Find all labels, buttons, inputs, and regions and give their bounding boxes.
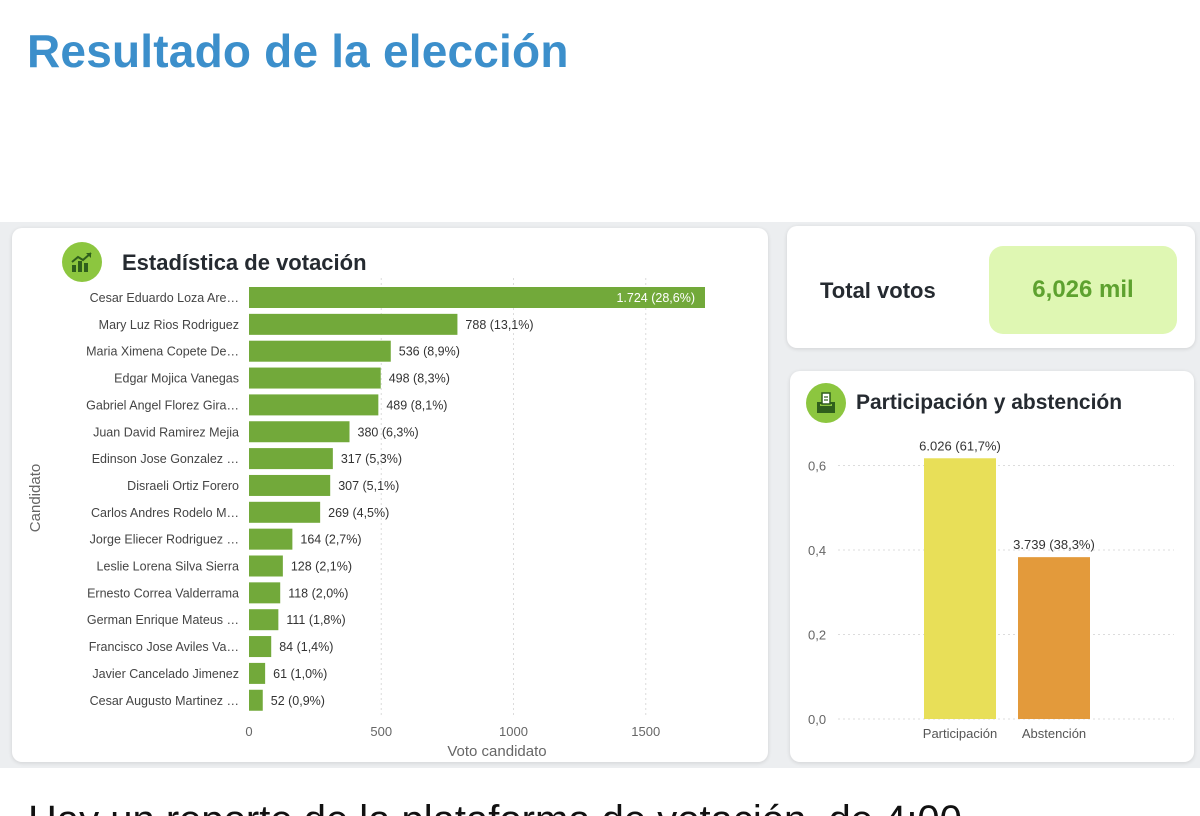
bar-data-label: 84 (1,4%)	[279, 640, 333, 654]
candidate-bar	[249, 555, 283, 577]
candidate-label: German Enrique Mateus …	[87, 613, 239, 627]
candidate-label: Mary Luz Rios Rodriguez	[99, 318, 239, 332]
candidate-label: Cesar Eduardo Loza Are…	[90, 291, 239, 305]
candidate-label: Francisco Jose Aviles Va…	[89, 640, 239, 654]
x-tick-label: 0	[245, 724, 252, 739]
total-votes-card: Total votos 6,026 mil	[787, 226, 1195, 348]
participation-bar	[924, 458, 996, 719]
bar-data-label: 307 (5,1%)	[338, 479, 399, 493]
candidate-label: Jorge Eliecer Rodriguez …	[90, 533, 239, 547]
category-label: Abstención	[1022, 726, 1086, 741]
candidate-label: Edinson Jose Gonzalez …	[92, 452, 239, 466]
candidate-label: Carlos Andres Rodelo M…	[91, 506, 239, 520]
bar-data-label: 111 (1,8%)	[286, 613, 345, 627]
category-label: Participación	[923, 726, 997, 741]
candidate-bar	[249, 689, 263, 711]
candidate-label: Maria Ximena Copete De…	[86, 345, 239, 359]
x-tick-label: 500	[370, 724, 392, 739]
dashboard: Estadística de votación Cesar Eduardo Lo…	[0, 222, 1200, 768]
candidate-bar	[249, 474, 331, 496]
vote-stats-card: Estadística de votación Cesar Eduardo Lo…	[12, 228, 768, 762]
participation-title: Participación y abstención	[856, 391, 1123, 414]
candidate-bar	[249, 662, 266, 684]
candidate-bar	[249, 609, 279, 631]
candidate-bar	[249, 448, 333, 470]
vote-stats-title: Estadística de votación	[122, 250, 367, 275]
page-title: Resultado de la elección	[27, 25, 569, 77]
candidate-bar	[249, 636, 272, 658]
y-axis-label: Candidato	[27, 464, 44, 532]
ballot-box-icon	[806, 383, 846, 423]
bar-data-label: 118 (2,0%)	[288, 586, 348, 600]
bar-data-label: 61 (1,0%)	[273, 667, 327, 681]
bar-data-label: 164 (2,7%)	[300, 533, 361, 547]
participation-card: Participación y abstención 0,0 0,2 0,4 0,6 6…	[790, 371, 1194, 762]
x-tick-label: 1500	[631, 724, 660, 739]
y-tick-label: 0,0	[808, 712, 826, 727]
bar-data-label: 489 (8,1%)	[386, 398, 447, 412]
chart-trend-icon	[62, 242, 102, 282]
candidate-label: Javier Cancelado Jimenez	[92, 667, 239, 681]
candidate-bar	[249, 287, 705, 308]
candidate-bar	[249, 340, 391, 362]
bottom-text: Hay un reporte de la plataforma de votac…	[28, 798, 962, 816]
candidate-bar	[249, 501, 321, 523]
abstention-bar	[1018, 557, 1090, 719]
bar-data-label: 128 (2,1%)	[291, 560, 352, 574]
bar-data-label: 269 (4,5%)	[328, 506, 389, 520]
bar-data-label: 6.026 (61,7%)	[919, 438, 1001, 453]
y-tick-label: 0,2	[808, 627, 826, 642]
x-tick-label: 1000	[499, 724, 528, 739]
candidate-label: Cesar Augusto Martinez …	[90, 694, 239, 708]
candidate-label: Gabriel Angel Florez Gira…	[86, 398, 239, 412]
candidate-bar	[249, 394, 379, 416]
candidate-bar	[249, 421, 350, 443]
bar-data-label: 52 (0,9%)	[271, 694, 325, 708]
candidate-bar-chart: Cesar Eduardo Loza Are… 1.724 (28,6%) Mary…	[27, 278, 705, 760]
participation-bar-chart: 0,0 0,2 0,4 0,6 6.026 (61,7%) Participación 3.…	[808, 438, 1174, 741]
candidate-label: Disraeli Ortiz Forero	[127, 479, 239, 493]
candidate-bar	[249, 528, 293, 550]
bar-data-label: 3.739 (38,3%)	[1013, 537, 1095, 552]
y-tick-label: 0,4	[808, 543, 826, 558]
candidate-label: Juan David Ramirez Mejia	[93, 425, 239, 439]
candidate-bar	[249, 313, 458, 335]
bar-data-label: 1.724 (28,6%)	[616, 291, 695, 305]
bar-data-label: 498 (8,3%)	[389, 372, 450, 386]
bar-data-label: 536 (8,9%)	[399, 345, 460, 359]
y-tick-label: 0,6	[808, 458, 826, 473]
total-votes-label: Total votos	[820, 278, 936, 303]
candidate-label: Ernesto Correa Valderrama	[87, 586, 239, 600]
bar-data-label: 380 (6,3%)	[358, 425, 419, 439]
bar-data-label: 317 (5,3%)	[341, 452, 402, 466]
total-votes-value: 6,026 mil	[989, 246, 1177, 334]
candidate-label: Edgar Mojica Vanegas	[114, 372, 239, 386]
candidate-label: Leslie Lorena Silva Sierra	[97, 560, 239, 574]
candidate-bar	[249, 582, 281, 604]
candidate-bar	[249, 367, 381, 389]
x-axis-label: Voto candidato	[447, 743, 546, 760]
bar-data-label: 788 (13,1%)	[465, 318, 533, 332]
